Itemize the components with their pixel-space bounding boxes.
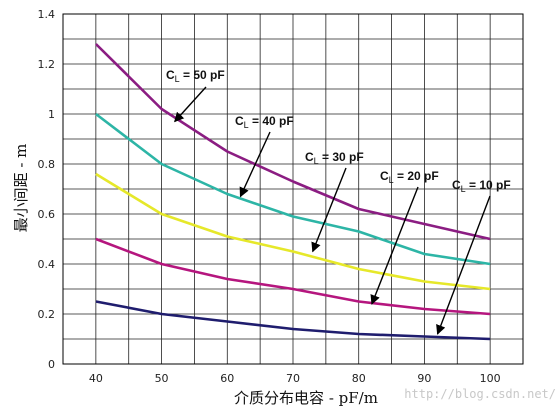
annotation-arrow <box>311 167 347 253</box>
series-annotation: CL = 50 pF <box>166 68 225 84</box>
watermark: http://blog.csdn.net/ <box>404 387 556 401</box>
x-tick-label: 100 <box>480 372 501 385</box>
y-tick-label: 0 <box>48 358 55 371</box>
y-tick-label: 0.6 <box>38 208 56 221</box>
y-tick-label: 1.4 <box>38 8 56 21</box>
annotation-arrow <box>239 131 271 198</box>
y-axis-label: 最小间距 - m <box>12 144 30 233</box>
x-tick-label: 90 <box>417 372 431 385</box>
series-line <box>95 300 491 341</box>
series-annotation: CL = 40 pF <box>235 114 294 130</box>
y-tick-label: 0.8 <box>38 158 56 171</box>
x-axis-label: 介质分布电容 - pF/m <box>234 389 378 407</box>
series-line <box>95 112 491 266</box>
y-tick-label: 1 <box>48 108 55 121</box>
x-tick-label: 60 <box>220 372 234 385</box>
series-lines <box>94 43 491 341</box>
y-tick-label: 1.2 <box>38 58 56 71</box>
plot-frame <box>62 13 524 365</box>
series-annotation: CL = 20 pF <box>380 169 439 185</box>
series-annotation: CL = 30 pF <box>305 150 364 166</box>
y-tick-label: 0.2 <box>38 308 56 321</box>
annotation-arrow <box>174 86 207 123</box>
x-tick-label: 80 <box>352 372 366 385</box>
x-tick-label: 70 <box>286 372 300 385</box>
grid <box>63 14 523 364</box>
series-annotation: CL = 10 pF <box>452 178 511 194</box>
x-tick-label: 40 <box>89 372 103 385</box>
x-tick-label: 50 <box>155 372 169 385</box>
tick-labels: 40 50 60 70 80 90 100 0 0.2 0.4 0.6 0.8 1 1.2 1.4 <box>38 8 501 385</box>
annotation-arrow <box>370 186 419 305</box>
y-tick-label: 0.4 <box>38 258 56 271</box>
series-line <box>95 172 491 291</box>
series-line <box>94 43 491 241</box>
annotations: CL = 50 pF CL = 40 pF CL = 30 pF CL = 20 pF… <box>166 68 511 335</box>
series-line <box>95 237 491 316</box>
annotation-arrow <box>436 195 491 335</box>
